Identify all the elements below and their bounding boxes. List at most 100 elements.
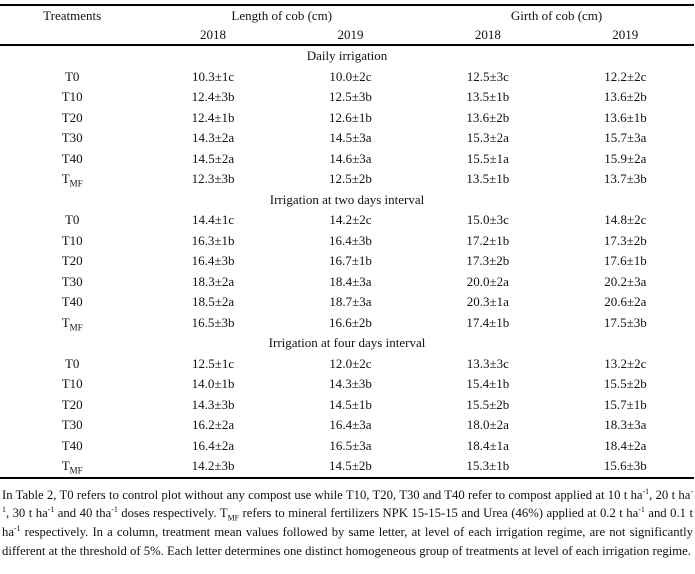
treatment-subscript: MF	[69, 465, 83, 476]
value-cell: 15.4±1b	[466, 376, 510, 391]
footnote-superscript: -1	[111, 504, 118, 514]
table-row: T0 14.4±1c 14.2±2c 15.0±3c 14.8±2c	[0, 210, 694, 231]
value-cell: 14.5±3a	[329, 130, 372, 145]
value-cell: 12.5±3b	[329, 89, 372, 104]
table-row: T30 18.3±2a 18.4±3a 20.0±2a 20.2±3a	[0, 272, 694, 293]
value-cell: 18.7±3a	[329, 294, 372, 309]
year-header-girth-2018: 2018	[419, 26, 557, 46]
value-cell: 17.4±1b	[466, 314, 510, 330]
value-cell: 16.5±3a	[329, 437, 372, 453]
table-row: T30 16.2±2a 16.4±3a 18.0±2a 18.3±3a	[0, 415, 694, 436]
footnote-text: , 30 t ha	[5, 506, 48, 521]
treatment-label: T30	[61, 417, 83, 432]
treatment-label: T30	[61, 130, 83, 145]
value-cell: 13.7±3b	[603, 171, 647, 186]
treatment-label: TMF	[61, 314, 83, 333]
treatment-label: T40	[61, 150, 83, 166]
value-cell: 12.3±3b	[191, 171, 235, 186]
table-row: T20 16.4±3b 16.7±1b 17.3±2b 17.6±1b	[0, 251, 694, 272]
table-header: Treatments Length of cob (cm) Girth of c…	[0, 5, 694, 46]
treatment-label: T40	[61, 294, 83, 309]
year-header-length-2018: 2018	[144, 26, 282, 46]
value-cell: 12.5±1c	[191, 355, 235, 371]
treatment-label: T0	[64, 355, 80, 371]
value-cell: 18.0±2a	[466, 417, 509, 432]
table-row: T10 16.3±1b 16.4±3b 17.2±1b 17.3±2b	[0, 231, 694, 252]
treatment-label: TMF	[61, 171, 83, 189]
results-table: Treatments Length of cob (cm) Girth of c…	[0, 4, 694, 479]
value-cell: 18.3±2a	[191, 273, 235, 289]
footnote-text: respectively. In a column, treatment mea…	[2, 524, 693, 558]
table-body: Daily irrigation T0 10.3±1c 10.0±2c 12.5±3c 1…	[0, 45, 694, 478]
treatment-label: T10	[61, 232, 83, 248]
treatment-label: TMF	[61, 458, 83, 476]
footnote-text: doses respectively. T	[117, 506, 228, 521]
value-cell: 13.6±1b	[603, 109, 647, 125]
section-title-row: Daily irrigation	[0, 45, 694, 67]
value-cell: 17.3±2b	[603, 232, 647, 248]
treatment-label: T0	[64, 212, 80, 227]
value-cell: 13.3±3c	[466, 355, 509, 371]
value-cell: 16.4±2a	[191, 437, 235, 453]
value-cell: 14.3±3b	[191, 396, 235, 412]
col-group-length-of-cob: Length of cob (cm)	[231, 8, 333, 23]
footnote-superscript: -1	[638, 504, 645, 514]
treatment-subscript: MF	[69, 178, 83, 189]
value-cell: 14.3±3b	[329, 376, 372, 391]
value-cell: 14.4±1c	[191, 212, 235, 227]
value-cell: 15.5±2b	[603, 376, 647, 391]
table-row: TMF 12.3±3b 12.5±2b 13.5±1b 13.7±3b	[0, 169, 694, 190]
value-cell: 14.6±3a	[329, 150, 372, 166]
table-row: T40 18.5±2a 18.7±3a 20.3±1a 20.6±2a	[0, 292, 694, 313]
treatment-label: T10	[61, 89, 83, 104]
value-cell: 16.4±3b	[329, 232, 372, 248]
footnote-text: In Table 2, T0 refers to control plot wi…	[2, 487, 643, 502]
table-row: TMF 16.5±3b 16.6±2b 17.4±1b 17.5±3b	[0, 313, 694, 334]
footnote-superscript: -1	[642, 486, 650, 496]
year-header-empty	[0, 26, 145, 46]
value-cell: 16.4±3a	[329, 417, 372, 432]
value-cell: 14.0±1b	[191, 376, 235, 391]
value-cell: 13.5±1b	[466, 89, 510, 104]
treatment-subscript: MF	[69, 322, 83, 333]
value-cell: 12.5±3c	[466, 68, 509, 84]
footnote-text: and 0.1 t ha	[2, 506, 693, 539]
treatment-label: T20	[61, 109, 83, 125]
footnote-superscript: -1	[13, 523, 21, 533]
value-cell: 14.2±2c	[329, 212, 372, 227]
value-cell: 13.6±2b	[466, 109, 510, 125]
section-title-row: Irrigation at two days interval	[0, 190, 694, 211]
treatment-label: T10	[61, 376, 83, 391]
value-cell: 20.0±2a	[466, 273, 509, 289]
value-cell: 14.3±2a	[191, 130, 235, 145]
value-cell: 16.3±1b	[191, 232, 235, 248]
value-cell: 20.3±1a	[466, 294, 509, 309]
value-cell: 12.0±2c	[329, 355, 372, 371]
value-cell: 14.5±2b	[329, 458, 372, 473]
value-cell: 18.4±3a	[329, 273, 372, 289]
table-row: T0 12.5±1c 12.0±2c 13.3±3c 13.2±2c	[0, 354, 694, 375]
table-row: T40 14.5±2a 14.6±3a 15.5±1a 15.9±2a	[0, 149, 694, 170]
value-cell: 18.4±1a	[466, 437, 509, 453]
value-cell: 15.0±3c	[466, 212, 509, 227]
value-cell: 15.9±2a	[604, 150, 647, 166]
value-cell: 15.5±1a	[466, 150, 509, 166]
footnote-suberscript: MF	[227, 513, 239, 523]
section-title: Irrigation at two days interval	[269, 191, 425, 207]
value-cell: 17.2±1b	[466, 232, 510, 248]
footnote-superscript: -1	[47, 504, 55, 514]
table-row: TMF 14.2±3b 14.5±2b 15.3±1b 15.6±3b	[0, 456, 694, 478]
value-cell: 13.6±2b	[603, 89, 647, 104]
value-cell: 16.4±3b	[191, 253, 235, 268]
value-cell: 12.4±1b	[191, 109, 235, 125]
treatment-label: T20	[61, 396, 83, 412]
value-cell: 20.6±2a	[604, 294, 647, 309]
value-cell: 20.2±3a	[604, 273, 647, 289]
value-cell: 14.5±2a	[191, 150, 235, 166]
value-cell: 13.5±1b	[466, 171, 510, 186]
table-row: T10 12.4±3b 12.5±3b 13.5±1b 13.6±2b	[0, 87, 694, 108]
footnote-superscript: -1	[2, 486, 693, 514]
col-header-treatments: Treatments	[43, 8, 102, 23]
value-cell: 12.6±1b	[329, 109, 372, 125]
